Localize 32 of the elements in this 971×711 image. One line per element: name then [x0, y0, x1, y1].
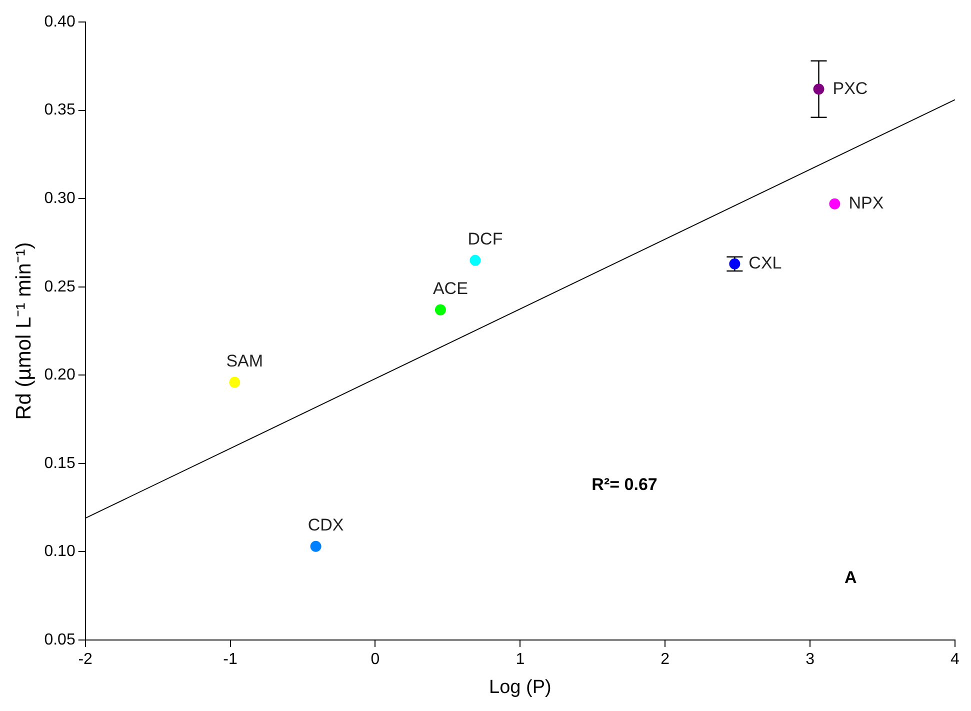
series-label: CDX [308, 516, 344, 535]
y-tick-label: 0.35 [44, 102, 76, 119]
x-tick-label: 2 [660, 651, 670, 668]
annotation: A [844, 568, 857, 587]
x-tick-label: -2 [78, 651, 93, 668]
y-tick-label: 0.05 [44, 631, 76, 648]
y-axis-title: Rd (µmol L⁻¹ min⁻¹) [12, 242, 36, 420]
series-label: ACE [432, 279, 468, 298]
y-tick-label: 0.10 [44, 543, 76, 560]
point [229, 376, 240, 388]
y-tick-label: 0.30 [44, 190, 76, 207]
x-tick-label: 0 [370, 651, 380, 668]
annotation: R²= 0.67 [592, 475, 658, 494]
series-label: NPX [848, 194, 884, 213]
x-axis-title: Log (P) [489, 676, 552, 698]
point [434, 304, 446, 316]
series-label: SAM [226, 351, 264, 370]
point [829, 198, 840, 210]
y-tick-label: 0.20 [44, 366, 76, 384]
y-tick-label: 0.15 [44, 454, 76, 472]
point [813, 84, 824, 95]
x-tick-label: 3 [806, 651, 815, 668]
series-label: DCF [468, 230, 503, 249]
x-tick-label: 4 [950, 651, 960, 668]
y-tick-label: 0.40 [44, 13, 76, 30]
x-tick-label: -1 [223, 651, 238, 668]
series-label: CXL [748, 254, 782, 273]
series-label: PXC [832, 78, 868, 98]
y-tick-label: 0.25 [44, 278, 76, 296]
x-tick-label: 1 [516, 651, 525, 668]
point [470, 254, 481, 266]
point [310, 540, 322, 552]
